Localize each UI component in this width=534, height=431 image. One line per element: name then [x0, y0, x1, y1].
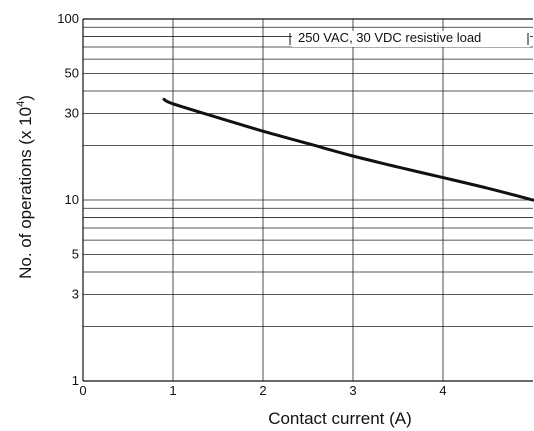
y-tick-label: 10	[65, 192, 79, 207]
y-tick-label: 100	[57, 11, 79, 26]
y-axis-label-main: No. of operations (x 10	[16, 107, 35, 279]
grid-lines	[83, 19, 533, 381]
x-axis-label: Contact current (A)	[268, 409, 412, 428]
x-tick-label: 4	[439, 383, 446, 398]
x-tick-label: 1	[169, 383, 176, 398]
series-annotation-label: 250 VAC, 30 VDC resistive load	[298, 30, 481, 45]
series-line	[164, 99, 533, 200]
y-tick-label: 1	[72, 373, 79, 388]
x-tick-label: 0	[79, 383, 86, 398]
x-tick-label: 3	[349, 383, 356, 398]
y-tick-label: 50	[65, 65, 79, 80]
annotations: 250 VAC, 30 VDC resistive load	[290, 30, 530, 47]
y-axis-label-close: )	[16, 95, 35, 101]
x-tick-label: 2	[259, 383, 266, 398]
series-lines	[164, 99, 533, 200]
y-tick-label: 3	[72, 287, 79, 302]
y-axis-label: No. of operations (x 104)	[15, 95, 35, 279]
y-tick-label: 30	[65, 106, 79, 121]
y-tick-label: 5	[72, 246, 79, 261]
